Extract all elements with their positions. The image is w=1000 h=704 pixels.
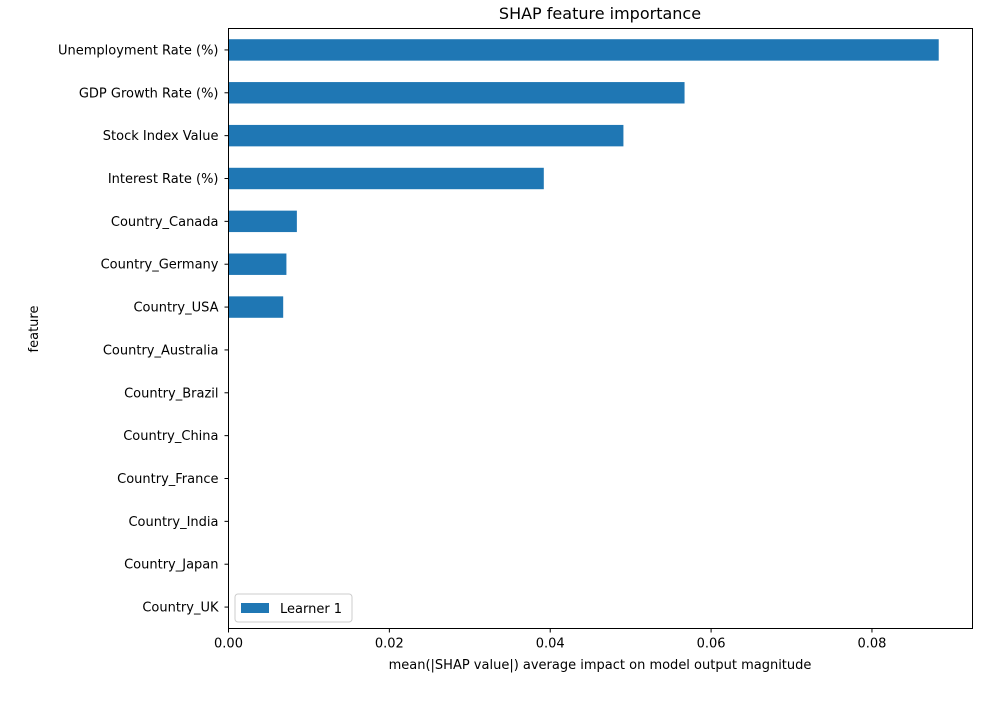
y-tick-label: Country_India [128,515,218,530]
plot-frame [228,28,973,629]
bar [228,296,284,318]
y-tick-label: Country_Australia [103,343,219,358]
x-tick-label: 0.06 [697,637,726,652]
x-axis-label: mean(|SHAP value|) average impact on mod… [389,658,812,673]
bar [228,210,297,233]
y-axis-label: feature [27,306,42,353]
legend: Learner 1 [234,593,353,623]
y-tick-label: Country_China [123,429,218,444]
legend-label: Learner 1 [280,602,342,617]
x-axis: 0.00 0.02 0.04 0.06 0.08 [214,628,886,652]
y-tick-label: GDP Growth Rate (%) [79,86,219,101]
x-tick-label: 0.00 [214,637,243,652]
x-tick-label: 0.02 [375,637,404,652]
y-tick-label: Country_USA [133,301,218,316]
bar [228,124,624,147]
bar [228,39,939,61]
y-tick-label: Country_France [117,472,218,487]
y-tick-label: Country_Canada [111,215,219,230]
x-tick-label: 0.08 [857,637,886,652]
legend-swatch [241,603,269,613]
x-tick-label: 0.04 [536,637,565,652]
bar [228,253,287,275]
y-tick-label: Country_Germany [101,258,219,273]
legend-frame [234,593,353,623]
bars-layer [228,39,939,318]
bar [228,167,544,190]
y-tick-label: Interest Rate (%) [108,172,219,187]
y-tick-label: Stock Index Value [103,129,219,144]
y-axis: Unemployment Rate (%) GDP Growth Rate (%)… [58,43,229,616]
y-tick-label: Country_UK [142,601,219,616]
y-tick-label: Unemployment Rate (%) [58,43,219,58]
y-tick-label: Country_Brazil [124,386,218,401]
y-tick-label: Country_Japan [124,558,218,573]
chart-title: SHAP feature importance [499,4,701,23]
bar [228,82,685,104]
